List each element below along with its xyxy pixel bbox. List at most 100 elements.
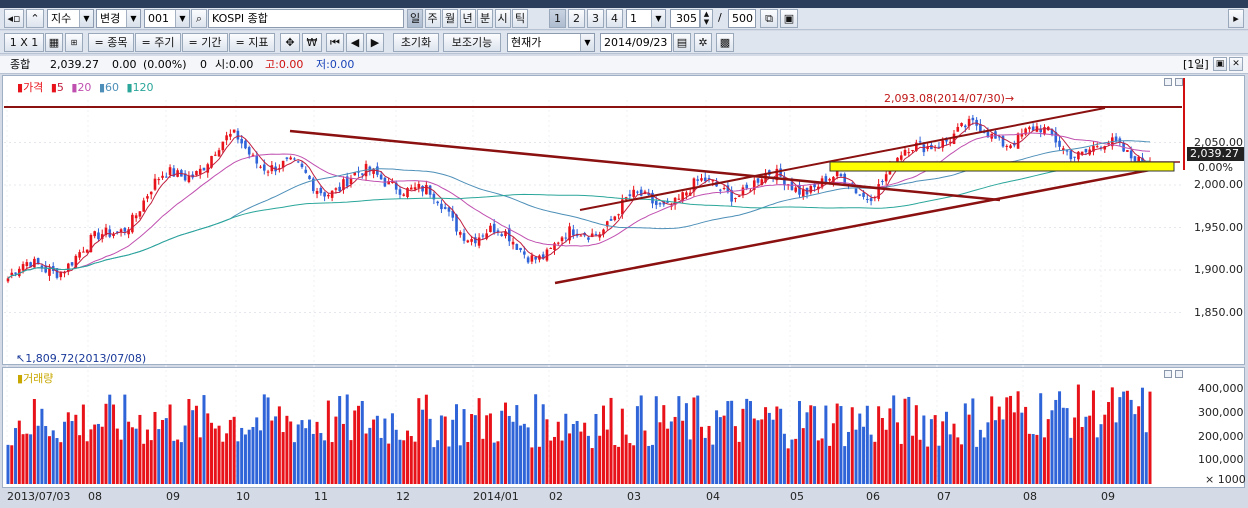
- x-tick: 03: [627, 490, 641, 503]
- max-count-value: 500: [732, 12, 753, 25]
- volume-maximize-icon[interactable]: [1164, 370, 1172, 378]
- indicator-button[interactable]: = 지표: [229, 33, 275, 52]
- x-tick: 2013/07/03: [7, 490, 71, 503]
- period-tab-2[interactable]: 월: [442, 9, 458, 28]
- legend-volume: 거래량: [23, 372, 54, 385]
- export-icon[interactable]: ▩: [716, 33, 734, 52]
- quote-price: 2,039.27: [50, 58, 99, 71]
- max-count-field[interactable]: 500: [728, 9, 756, 28]
- volume-close-icon[interactable]: [1175, 370, 1183, 378]
- reset-button[interactable]: 초기화: [393, 33, 439, 52]
- save-icon[interactable]: ▣: [780, 9, 798, 28]
- stock-name: KOSPI 종합: [212, 12, 268, 25]
- preset-tab-3[interactable]: 4: [606, 9, 623, 28]
- next-icon[interactable]: ▶: [366, 33, 384, 52]
- grid-icon[interactable]: ▦: [45, 33, 63, 52]
- item-label: = 종목: [94, 36, 128, 49]
- x-tick: 08: [1023, 490, 1037, 503]
- calendar-icon[interactable]: ▤: [673, 33, 691, 52]
- x-tick: 09: [1101, 490, 1115, 503]
- volume-chart-panel[interactable]: ▮거래량: [2, 367, 1245, 488]
- x-tick: 10: [236, 490, 250, 503]
- legend-ma60: 60: [105, 81, 119, 94]
- code-value: 001: [148, 12, 169, 25]
- period-button[interactable]: = 기간: [182, 33, 228, 52]
- legend-ma20: 20: [77, 81, 92, 94]
- date-input[interactable]: 2014/09/23: [600, 33, 672, 52]
- quote-name: 종합: [10, 58, 31, 71]
- x-tick: 08: [88, 490, 102, 503]
- code-input[interactable]: 001 ▼: [144, 9, 190, 28]
- close-icon[interactable]: ✕: [1229, 57, 1243, 71]
- chevron-down-icon: ▼: [79, 10, 93, 27]
- preset-tab-1[interactable]: 2: [568, 9, 585, 28]
- interval-select[interactable]: 1 ▼: [626, 9, 666, 28]
- item-button[interactable]: = 종목: [88, 33, 134, 52]
- pct-label: 0.00%: [1198, 161, 1233, 174]
- panel-toggle-button[interactable]: ◂▫: [4, 9, 24, 28]
- price-mode-value: 현재가: [511, 36, 542, 49]
- x-tick: 06: [866, 490, 880, 503]
- restore-icon[interactable]: ▣: [1213, 57, 1227, 71]
- count-input[interactable]: 305: [670, 9, 700, 28]
- compress-icon[interactable]: ₩: [302, 33, 322, 52]
- legend-price: 가격: [23, 81, 44, 94]
- quote-high: 고:0.00: [265, 58, 304, 71]
- first-icon[interactable]: ⏮: [326, 33, 344, 52]
- x-tick: 02: [549, 490, 563, 503]
- aux-button[interactable]: 보조기능: [443, 33, 501, 52]
- chevron-down-icon: ▼: [175, 10, 189, 27]
- x-tick: 11: [314, 490, 328, 503]
- quote-open: 시:0.00: [215, 58, 254, 71]
- interval-value: 1: [630, 12, 637, 25]
- window-titlebar: [0, 0, 1248, 8]
- period-tab-3[interactable]: 년: [459, 9, 476, 28]
- preset-tab-2[interactable]: 3: [587, 9, 604, 28]
- volume-y-tick: 100,000: [1198, 453, 1244, 467]
- change-select[interactable]: 변경 ▼: [96, 9, 141, 28]
- low-annotation: ↖1,809.72(2013/07/08): [16, 352, 147, 365]
- quote-volume: 0: [200, 58, 207, 71]
- gear-icon[interactable]: ✲: [694, 33, 712, 52]
- volume-y-tick: 400,000: [1198, 382, 1244, 396]
- layout-button[interactable]: 1 X 1: [4, 33, 44, 52]
- volume-y-tick: 300,000: [1198, 405, 1244, 419]
- y-tick: 1,850.00: [1194, 305, 1243, 319]
- x-tick: 07: [937, 490, 951, 503]
- move-icon[interactable]: ✥: [280, 33, 300, 52]
- preset-tab-0[interactable]: 1: [549, 9, 566, 28]
- search-icon[interactable]: ⌕: [191, 9, 207, 28]
- volume-y-tick: 200,000: [1198, 429, 1244, 443]
- add-window-icon[interactable]: ⧉: [760, 9, 778, 28]
- period-tab-6[interactable]: 틱: [512, 9, 528, 28]
- volume-legend: ▮거래량: [17, 372, 54, 385]
- side-panel-icon[interactable]: ▸: [1228, 9, 1244, 28]
- collapse-up-button[interactable]: ⌃: [26, 9, 44, 28]
- count-separator: /: [718, 11, 722, 24]
- quote-low: 저:0.00: [316, 58, 355, 71]
- cycle-button[interactable]: = 주기: [135, 33, 181, 52]
- high-annotation: 2,093.08(2014/07/30)→: [884, 92, 1015, 105]
- period-tab-1[interactable]: 주: [424, 9, 441, 28]
- chevron-down-icon: ▼: [580, 34, 594, 51]
- quote-status-bar: 종합 2,039.27 0.00 (0.00%) 0 시:0.00 고:0.00…: [0, 56, 1248, 74]
- aux-label: 보조기능: [451, 36, 493, 49]
- prev-icon[interactable]: ◀: [346, 33, 364, 52]
- indicator-label: = 지표: [235, 36, 269, 49]
- period-tab-4[interactable]: 분: [477, 9, 493, 28]
- panel-close-icon[interactable]: [1175, 78, 1183, 86]
- x-tick: 05: [790, 490, 804, 503]
- period-tab-5[interactable]: 시: [494, 9, 511, 28]
- panel-maximize-icon[interactable]: [1164, 78, 1172, 86]
- type-select[interactable]: 지수 ▼: [47, 9, 94, 28]
- count-value: 305: [676, 12, 697, 25]
- price-mode-select[interactable]: 현재가 ▼: [507, 33, 595, 52]
- period-label: = 기간: [188, 36, 222, 49]
- period-tab-0[interactable]: 일: [407, 9, 423, 28]
- single-view-icon[interactable]: ⊞: [65, 33, 83, 52]
- sub-toolbar: 1 X 1 ▦ ⊞ = 종목 = 주기 = 기간 = 지표 ✥ ₩ ⏮ ◀ ▶ …: [0, 31, 1248, 54]
- price-chart-panel[interactable]: ▮가격 ▮5 ▮20 ▮60 ▮120: [2, 75, 1245, 365]
- change-select-value: 변경: [100, 12, 121, 25]
- reset-label: 초기화: [400, 36, 432, 49]
- count-stepper[interactable]: ▲ ▼: [700, 9, 713, 28]
